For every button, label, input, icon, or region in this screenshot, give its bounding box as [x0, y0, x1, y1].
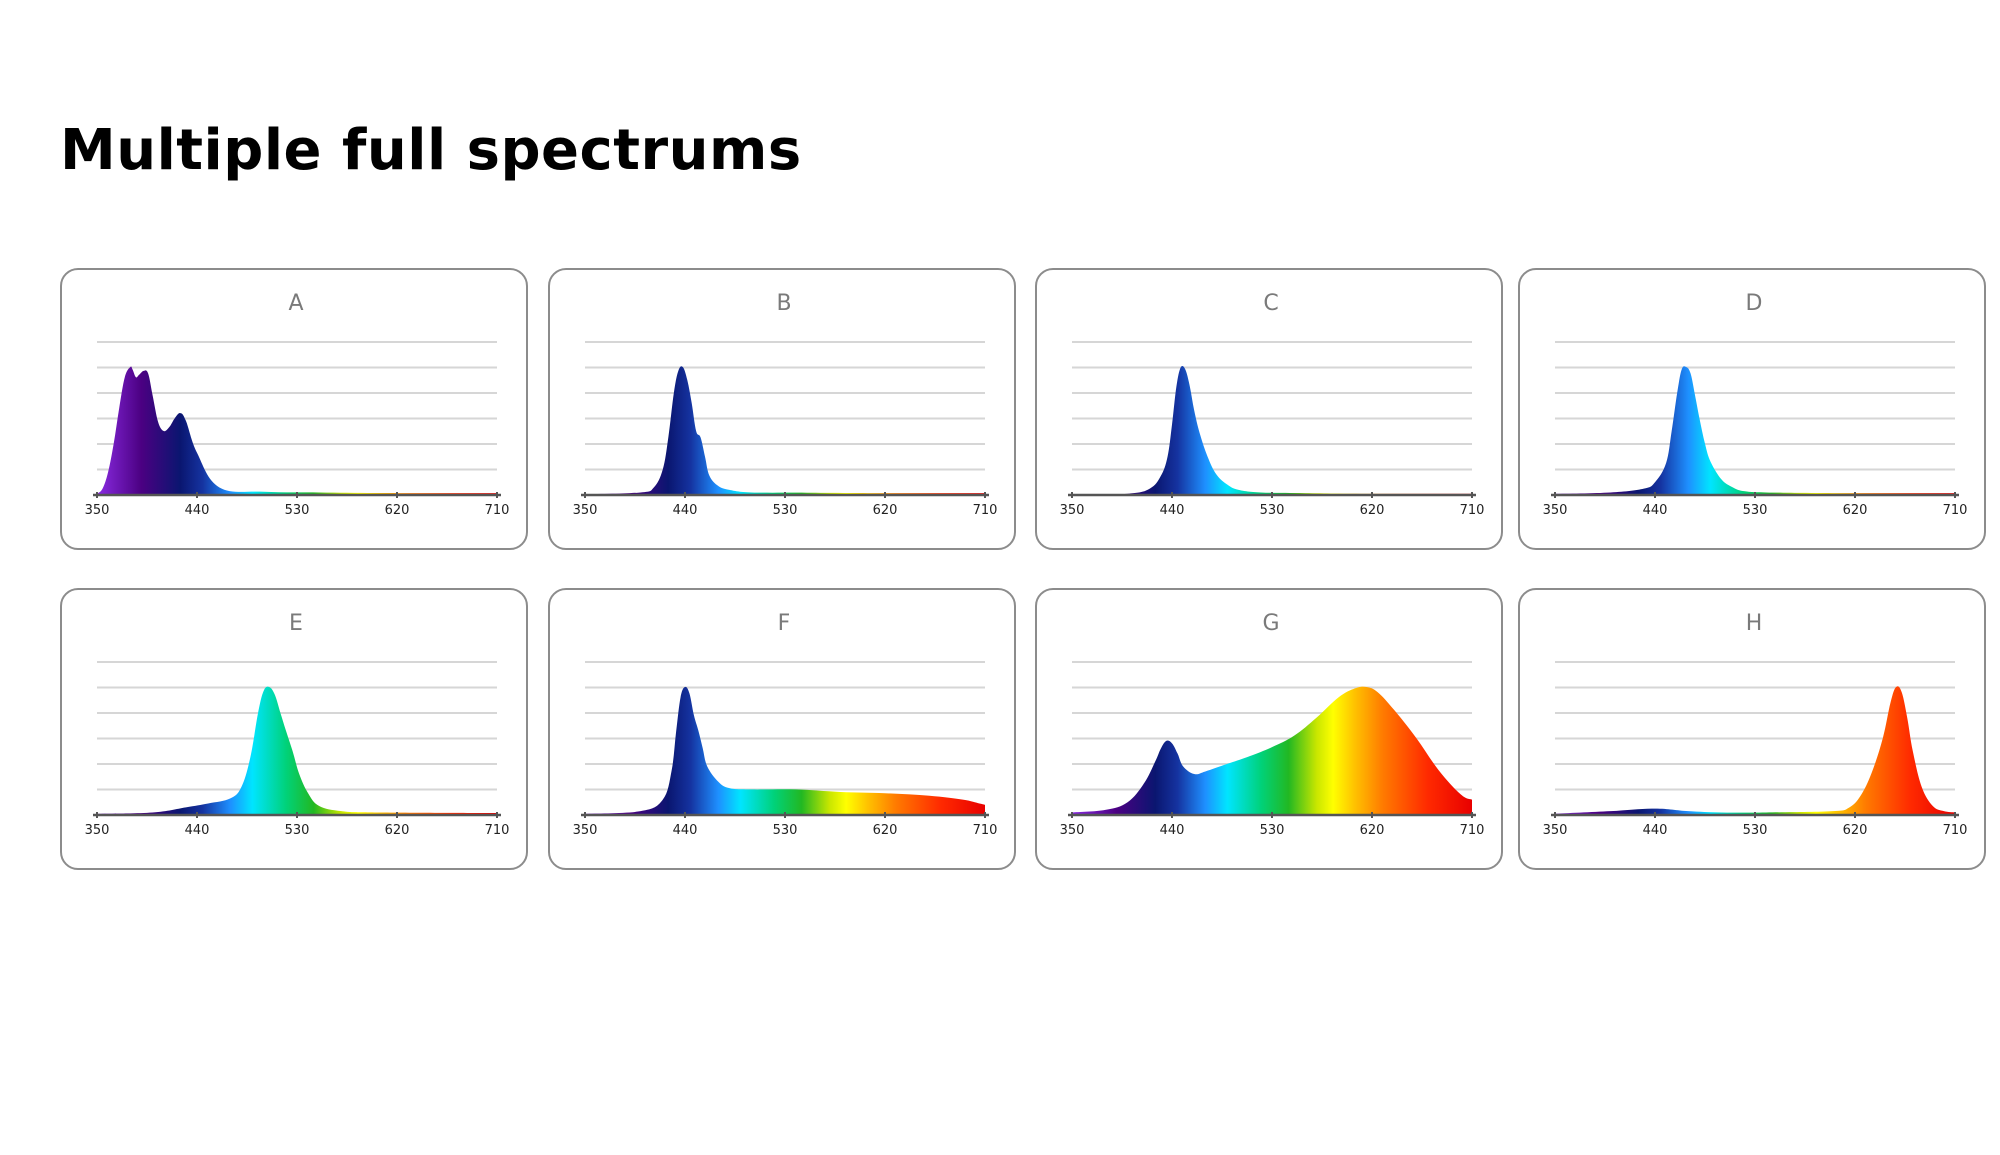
- x-tick-label: 440: [1160, 503, 1185, 518]
- panel-title: B: [776, 291, 791, 316]
- panel-title: F: [778, 611, 791, 636]
- x-tick-label: 620: [1360, 503, 1385, 518]
- page-title: Multiple full spectrums: [60, 118, 802, 183]
- x-tick-label: 440: [1643, 503, 1668, 518]
- spectrum-panel-a: A 350 440 530 620 710: [60, 268, 528, 550]
- spectrum-chart: F 350 440 530 620 710: [573, 611, 998, 838]
- panel-title: G: [1262, 611, 1279, 636]
- x-tick-label: 620: [873, 823, 898, 838]
- spectrum-chart: A 350 440 530 620 710: [85, 291, 510, 518]
- spectrum-chart: H 350 440 530 620 710: [1543, 611, 1968, 838]
- x-tick-label: 620: [873, 503, 898, 518]
- spectrum-chart: G 350 440 530 620 710: [1060, 611, 1485, 838]
- spectrum-area: [97, 366, 497, 495]
- x-tick-label: 440: [185, 823, 210, 838]
- spectrum-panel-d: D 350 440 530 620 710: [1518, 268, 1986, 550]
- x-tick-label: 620: [385, 823, 410, 838]
- spectrum-chart: C 350 440 530 620 710: [1060, 291, 1485, 518]
- x-tick-label: 530: [773, 823, 798, 838]
- x-tick-label: 620: [1843, 823, 1868, 838]
- panel-title: H: [1746, 611, 1763, 636]
- x-tick-label: 440: [673, 823, 698, 838]
- x-tick-label: 350: [1543, 503, 1568, 518]
- x-tick-label: 350: [1060, 503, 1085, 518]
- x-tick-label: 350: [573, 503, 598, 518]
- spectrum-panel-g: G 350 440 530 620 710: [1035, 588, 1503, 870]
- x-tick-label: 710: [1460, 503, 1485, 518]
- x-tick-label: 530: [1743, 823, 1768, 838]
- spectrum-panel-b: B 350 440 530 620 710: [548, 268, 1016, 550]
- x-tick-label: 710: [973, 823, 998, 838]
- x-tick-label: 530: [1260, 503, 1285, 518]
- spectrum-panel-f: F 350 440 530 620 710: [548, 588, 1016, 870]
- spectrum-panel-h: H 350 440 530 620 710: [1518, 588, 1986, 870]
- spectrum-chart: D 350 440 530 620 710: [1543, 291, 1968, 518]
- x-tick-label: 710: [1943, 503, 1968, 518]
- spectrum-area: [585, 366, 985, 495]
- x-tick-label: 440: [673, 503, 698, 518]
- x-tick-label: 350: [85, 503, 110, 518]
- x-tick-label: 530: [773, 503, 798, 518]
- spectrum-area: [1072, 366, 1472, 495]
- x-tick-label: 620: [1360, 823, 1385, 838]
- panel-title: D: [1746, 291, 1763, 316]
- x-tick-label: 620: [385, 503, 410, 518]
- x-tick-label: 530: [285, 503, 310, 518]
- x-tick-label: 710: [1460, 823, 1485, 838]
- x-tick-label: 710: [485, 503, 510, 518]
- spectrum-area: [97, 686, 497, 815]
- x-tick-label: 530: [1260, 823, 1285, 838]
- x-tick-label: 530: [1743, 503, 1768, 518]
- x-tick-label: 350: [573, 823, 598, 838]
- x-tick-label: 620: [1843, 503, 1868, 518]
- panel-title: C: [1263, 291, 1278, 316]
- x-tick-label: 710: [1943, 823, 1968, 838]
- spectrum-panel-c: C 350 440 530 620 710: [1035, 268, 1503, 550]
- x-tick-label: 440: [1160, 823, 1185, 838]
- spectrum-area: [1555, 686, 1955, 815]
- spectrum-area: [1072, 686, 1472, 815]
- x-tick-label: 530: [285, 823, 310, 838]
- panel-title: E: [289, 611, 303, 636]
- spectrum-panel-e: E 350 440 530 620 710: [60, 588, 528, 870]
- spectrum-area: [585, 686, 985, 815]
- panel-title: A: [288, 291, 303, 316]
- x-tick-label: 710: [485, 823, 510, 838]
- x-tick-label: 350: [1543, 823, 1568, 838]
- x-tick-label: 440: [185, 503, 210, 518]
- x-tick-label: 440: [1643, 823, 1668, 838]
- x-tick-label: 350: [85, 823, 110, 838]
- x-tick-label: 350: [1060, 823, 1085, 838]
- spectrum-area: [1555, 366, 1955, 495]
- x-tick-label: 710: [973, 503, 998, 518]
- spectrum-chart: B 350 440 530 620 710: [573, 291, 998, 518]
- spectrum-chart: E 350 440 530 620 710: [85, 611, 510, 838]
